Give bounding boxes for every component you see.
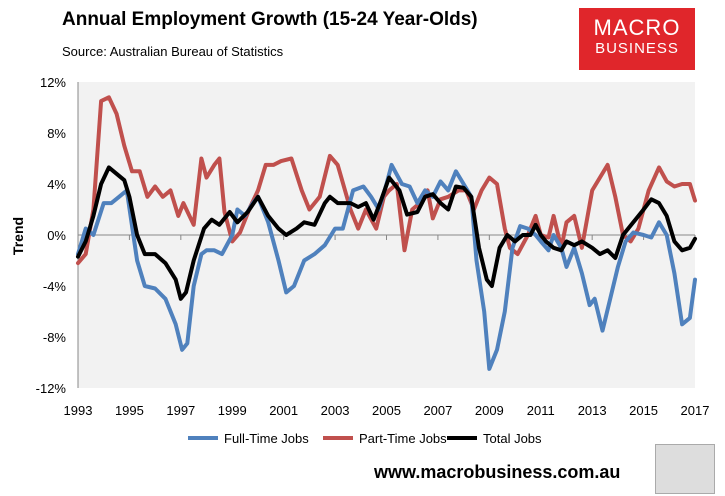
x-tick-label: 2017 — [681, 403, 710, 418]
x-tick-label: 1997 — [166, 403, 195, 418]
legend-label: Full-Time Jobs — [224, 431, 309, 446]
x-tick-label: 2011 — [527, 403, 555, 418]
x-tick-label: 2005 — [372, 403, 401, 418]
x-tick-label: 1993 — [64, 403, 93, 418]
series-line-part-time-jobs — [76, 95, 697, 266]
y-tick-label: 4% — [47, 177, 66, 192]
logo-line-1: MACRO — [593, 15, 681, 40]
y-tick-label: -12% — [36, 381, 67, 396]
fox-mascot-image — [655, 444, 715, 494]
x-tick-label: 2015 — [629, 403, 658, 418]
logo-line-2: BUSINESS — [595, 40, 679, 57]
series-line-full-time-jobs — [76, 162, 697, 371]
x-tick-label: 2001 — [269, 403, 298, 418]
x-tick-label: 1999 — [218, 403, 247, 418]
x-tick-label: 1995 — [115, 403, 144, 418]
x-tick-label: 2007 — [423, 403, 452, 418]
y-tick-label: -4% — [43, 279, 67, 294]
x-tick-label: 2013 — [578, 403, 607, 418]
y-tick-label: -8% — [43, 330, 67, 345]
chart-title: Annual Employment Growth (15-24 Year-Old… — [62, 9, 478, 30]
legend-label: Total Jobs — [483, 431, 542, 446]
y-axis-label: Trend — [10, 217, 26, 255]
y-tick-label: 8% — [47, 126, 66, 141]
chart-subtitle: Source: Australian Bureau of Statistics — [62, 44, 284, 59]
x-tick-label: 2009 — [475, 403, 504, 418]
y-tick-label: 12% — [40, 75, 66, 90]
website-url: www.macrobusiness.com.au — [374, 462, 621, 482]
series-line-total-jobs — [76, 165, 697, 301]
y-tick-label: 0% — [47, 228, 66, 243]
x-tick-label: 2003 — [321, 403, 350, 418]
macrobusiness-logo: MACRO BUSINESS — [579, 8, 695, 70]
legend-label: Part-Time Jobs — [359, 431, 447, 446]
